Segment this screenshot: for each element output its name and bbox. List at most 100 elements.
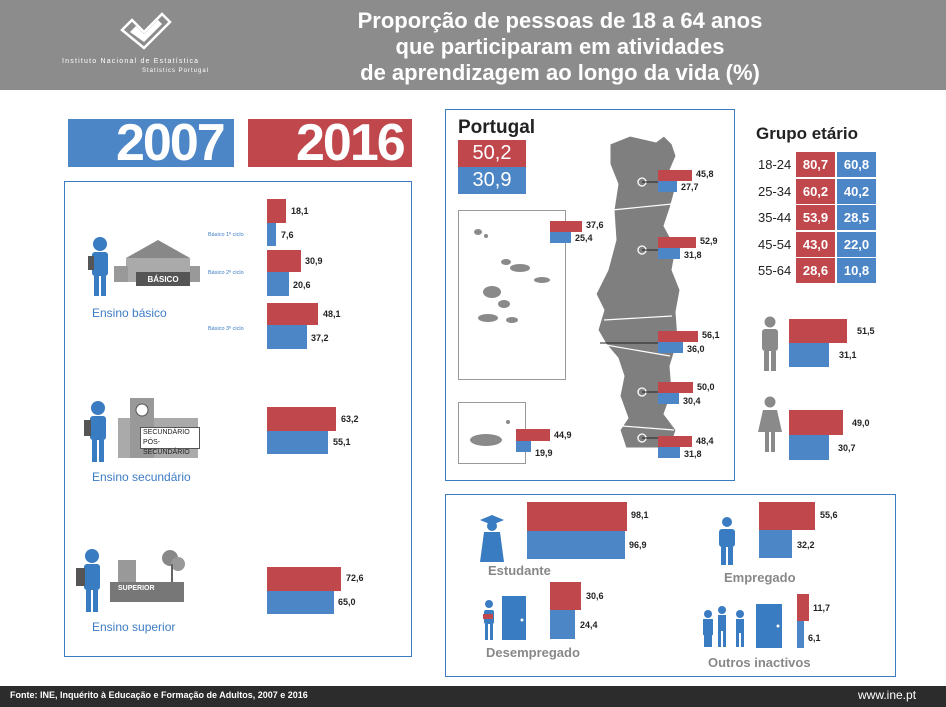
employed-person-icon (719, 517, 735, 565)
age-row-2007: 28,5 (837, 205, 876, 230)
value-alentejo-2016: 50,0 (697, 382, 715, 392)
age-row-2016: 28,6 (796, 258, 835, 283)
bar-alentejo-2016 (658, 382, 693, 393)
bar-superior-2007 (267, 591, 334, 614)
estudante-label: Estudante (488, 563, 551, 578)
header-bar (0, 0, 946, 90)
value-estudante-2007: 96,9 (629, 540, 647, 550)
value-superior-2016: 72,6 (346, 573, 364, 583)
superior-label: Ensino superior (92, 620, 176, 634)
bar-male-2016 (789, 319, 847, 343)
age-row-label: 18-24 (758, 157, 792, 172)
age-row-label: 55-64 (758, 263, 792, 278)
inactivos-label: Outros inactivos (708, 655, 811, 670)
age-row-2007: 60,8 (837, 152, 876, 177)
bar-female-2016 (789, 410, 843, 435)
bar-empregado-2007 (759, 530, 792, 558)
secundario-label: Ensino secundário (92, 470, 191, 484)
basico-label: Ensino básico (92, 306, 167, 320)
bar-empregado-2016 (759, 502, 815, 530)
value-inactivos-2007: 6,1 (808, 633, 821, 643)
bar-superior-2016 (267, 567, 341, 591)
value-lisboa-2007: 36,0 (687, 344, 705, 354)
employment-panel (445, 494, 896, 677)
madeira-map (470, 420, 510, 446)
bar-madeira-2016 (516, 429, 550, 441)
age-row-2016: 43,0 (796, 231, 835, 257)
value-desempregado-2016: 30,6 (586, 591, 604, 601)
legend-2007: 2007 (68, 117, 234, 169)
bar-ciclo2-2007 (267, 272, 289, 296)
value-male-2016: 51,5 (857, 326, 875, 336)
value-empregado-2007: 32,2 (797, 540, 815, 550)
value-ciclo1-2007: 7,6 (281, 230, 294, 240)
value-lisboa-2016: 56,1 (702, 330, 720, 340)
bar-secundario-2016 (267, 407, 336, 431)
unemployed-door-icon (483, 596, 526, 640)
bar-alentejo-2007 (658, 393, 679, 404)
student-school-icon (88, 237, 200, 296)
bar-algarve-2016 (658, 436, 692, 447)
value-female-2007: 30,7 (838, 443, 856, 453)
bar-ciclo2-2016 (267, 250, 301, 272)
value-inactivos-2016: 11,7 (813, 603, 831, 613)
bar-madeira-2007 (516, 441, 531, 452)
value-acores-2016: 37,6 (586, 220, 604, 230)
org-name: Instituto Nacional de Estatística (62, 58, 200, 65)
inactive-people-icon (703, 604, 782, 648)
bar-lisboa-2007 (658, 342, 683, 353)
footer-bar (0, 686, 946, 707)
acores-inset (458, 210, 566, 380)
value-superior-2007: 65,0 (338, 597, 356, 607)
student-university-icon (76, 549, 185, 612)
website-link[interactable]: www.ine.pt (858, 688, 917, 702)
bar-ciclo1-2016 (267, 199, 286, 223)
bar-secundario-2007 (267, 431, 328, 454)
bar-desempregado-2016 (550, 582, 581, 610)
desempregado-label: Desempregado (486, 645, 580, 660)
legend-2016: 2016 (248, 117, 412, 169)
bar-norte-2016 (658, 170, 692, 181)
acores-map (474, 229, 550, 323)
empregado-label: Empregado (724, 570, 796, 585)
bar-inactivos-2016 (797, 594, 809, 621)
value-estudante-2016: 98,1 (631, 510, 649, 520)
value-ciclo3-2016: 48,1 (323, 309, 341, 319)
bar-acores-2007 (550, 232, 571, 243)
bar-algarve-2007 (658, 447, 680, 458)
bar-estudante-2007 (527, 531, 625, 559)
value-algarve-2016: 48,4 (696, 436, 714, 446)
value-alentejo-2007: 30,4 (683, 396, 701, 406)
value-desempregado-2007: 24,4 (580, 620, 598, 630)
superior-sign: SUPERIOR (118, 585, 155, 592)
value-secundario-2016: 63,2 (341, 414, 359, 424)
value-ciclo3-2007: 37,2 (311, 333, 329, 343)
bar-centro-2007 (658, 248, 680, 259)
value-norte-2007: 27,7 (681, 182, 699, 192)
org-subtitle: Statistics Portugal (142, 68, 210, 74)
value-male-2007: 31,1 (839, 350, 857, 360)
bar-centro-2016 (658, 237, 696, 248)
bar-estudante-2016 (527, 502, 627, 531)
basico-sign: BÁSICO (147, 275, 179, 284)
bar-female-2007 (789, 435, 829, 460)
value-ciclo1-2016: 18,1 (291, 206, 309, 216)
ine-logo-icon (120, 12, 172, 50)
page-title: Proporção de pessoas de 18 a 64 anos que… (357, 8, 763, 85)
portugal-mainland-map (590, 135, 681, 449)
portugal-2007: 30,9 (458, 167, 526, 194)
age-row-2016: 80,7 (796, 152, 835, 177)
age-row-label: 35-44 (758, 210, 792, 225)
male-icon (762, 316, 778, 371)
bar-lisboa-2016 (658, 331, 698, 342)
value-ciclo2-2016: 30,9 (305, 256, 323, 266)
bar-norte-2007 (658, 181, 677, 192)
value-centro-2016: 52,9 (700, 236, 718, 246)
age-row-2016: 53,9 (796, 205, 835, 230)
female-icon (758, 396, 782, 452)
ciclo1-label: Básico 1º ciclo (208, 232, 244, 238)
bar-ciclo1-2007 (267, 223, 276, 246)
bar-ciclo3-2007 (267, 325, 307, 349)
bar-acores-2016 (550, 221, 582, 232)
